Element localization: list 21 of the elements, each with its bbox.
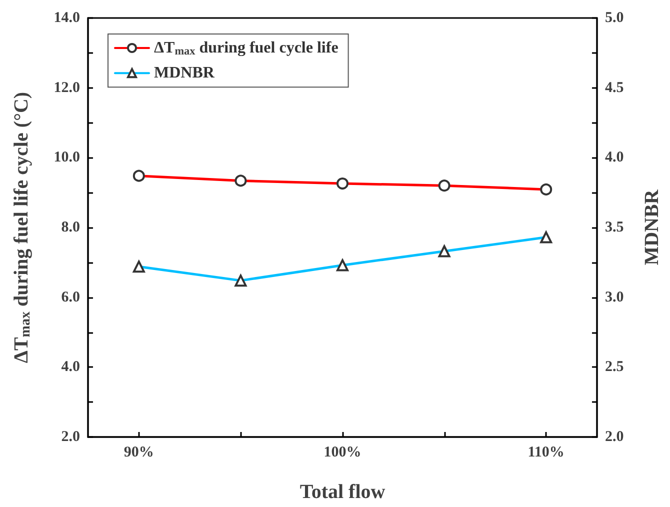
y2-tick-label: 4.0 (605, 150, 624, 166)
y-tick-label: 10.0 (54, 150, 80, 166)
y2-axis-title: MDNBR (641, 189, 663, 266)
x-axis-title: Total flow (300, 481, 386, 503)
y-tick-label: 12.0 (54, 80, 80, 96)
y-tick-label: 4.0 (61, 359, 80, 376)
y2-tick-label: 2.5 (605, 359, 624, 376)
y2-tick-label: 3.0 (605, 289, 624, 306)
y2-tick-label: 5.0 (605, 10, 624, 26)
y2-tick-label: 3.5 (605, 220, 624, 236)
legend-label: MDNBR (154, 64, 215, 82)
y-axis-title: ΔTmax during fuel life cycle (°C) (10, 92, 34, 364)
x-tick-label: 90% (124, 444, 154, 460)
y2-tick-label: 2.0 (605, 429, 624, 445)
y-tick-label: 8.0 (61, 220, 80, 236)
x-tick-label: 100% (324, 444, 362, 460)
x-tick-label: 110% (528, 444, 564, 460)
y-tick-label: 2.0 (61, 429, 80, 445)
y-tick-label: 14.0 (54, 10, 80, 26)
y-tick-label: 6.0 (61, 289, 80, 306)
y2-tick-label: 4.5 (605, 80, 624, 96)
